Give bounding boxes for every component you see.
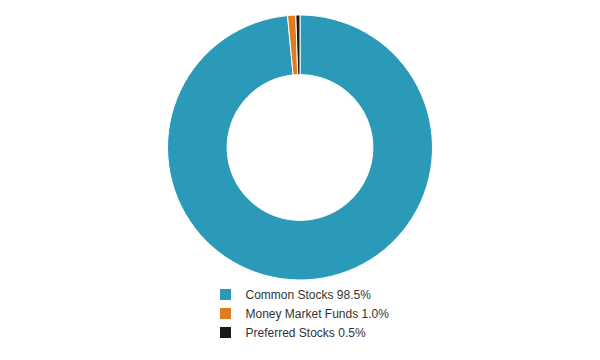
svg-text:Preferred Stocks 0.5%: Preferred Stocks 0.5% (246, 326, 366, 340)
svg-text:Common Stocks 98.5%: Common Stocks 98.5% (246, 288, 372, 302)
svg-text:Money Market Funds 1.0%: Money Market Funds 1.0% (246, 307, 390, 321)
